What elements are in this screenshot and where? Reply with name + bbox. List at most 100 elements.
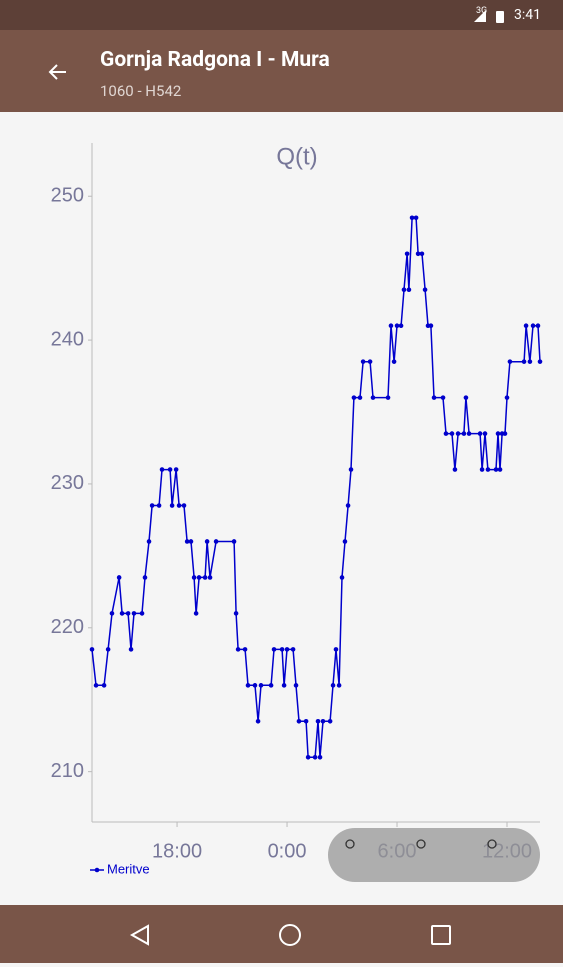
data-point [406, 287, 412, 293]
data-point [415, 251, 421, 257]
data-point [327, 719, 333, 724]
data-point [398, 323, 404, 328]
data-point [504, 395, 510, 400]
data-point [330, 683, 336, 688]
data-point [391, 359, 397, 364]
data-point [401, 287, 407, 293]
data-point [255, 719, 261, 724]
data-point [131, 611, 137, 616]
x-tick-label: 0:00 [268, 840, 307, 862]
nav-home[interactable] [279, 924, 301, 946]
y-tick-label: 230 [51, 472, 84, 494]
data-point [440, 395, 446, 400]
data-point [367, 359, 373, 364]
data-point [479, 467, 485, 472]
data-point [461, 431, 467, 436]
legend-dot [94, 867, 100, 873]
data-point [305, 754, 311, 760]
data-point [404, 251, 410, 257]
data-point [89, 647, 95, 652]
data-point [315, 719, 321, 724]
data-point [176, 503, 182, 508]
data-point [128, 647, 134, 652]
navigation-bar [0, 905, 563, 963]
data-point [339, 575, 345, 580]
data-point [142, 575, 148, 580]
data-point [303, 719, 309, 724]
chart-title: Q(t) [276, 143, 317, 170]
clock: 3:41 [514, 7, 541, 23]
data-point [449, 431, 455, 436]
data-point [188, 539, 194, 544]
data-point [101, 683, 107, 688]
legend-label: Meritve [107, 861, 150, 876]
data-point [204, 539, 210, 544]
data-point [428, 323, 434, 328]
data-point [271, 647, 277, 652]
data-point [245, 683, 251, 688]
data-line [91, 217, 541, 759]
data-point [312, 754, 318, 760]
data-point [357, 395, 363, 400]
network-label: 3G [476, 6, 488, 16]
data-point [497, 467, 503, 472]
data-point [495, 431, 501, 436]
nav-recents[interactable] [431, 925, 451, 945]
zoom-button[interactable] [345, 839, 355, 849]
data-point [342, 539, 348, 544]
data-point [149, 503, 155, 508]
data-point [258, 683, 264, 688]
data-point [284, 647, 290, 652]
data-point [333, 647, 339, 652]
data-point [317, 754, 323, 760]
data-point [370, 395, 376, 400]
data-point [348, 467, 354, 472]
back-button[interactable] [46, 60, 70, 84]
data-point [93, 683, 99, 688]
zoom-button[interactable] [416, 839, 426, 849]
data-point [409, 215, 415, 221]
data-point [502, 431, 508, 436]
data-point [443, 431, 449, 436]
data-point [493, 467, 499, 472]
data-point [527, 359, 533, 364]
data-point [233, 611, 239, 616]
data-point [116, 575, 122, 580]
app-title: Gornja Radgona I - Mura [100, 48, 330, 72]
zoom-controls[interactable] [328, 828, 540, 882]
data-point [231, 539, 237, 544]
data-point [521, 359, 527, 364]
data-point [167, 467, 173, 472]
data-point [419, 251, 425, 257]
data-point [173, 467, 179, 472]
data-point [169, 503, 175, 508]
data-point [360, 359, 366, 364]
nav-back[interactable] [129, 924, 149, 946]
data-point [279, 647, 285, 652]
data-point [109, 611, 115, 616]
data-point [191, 575, 197, 580]
data-point [252, 683, 258, 688]
data-point [351, 395, 357, 400]
zoom-pill [328, 828, 540, 882]
data-point [422, 287, 428, 293]
data-point [455, 431, 461, 436]
data-point [146, 539, 152, 544]
chart: Q(t) 21022023024025018:000:006:0012:00Me… [51, 143, 543, 882]
data-point [485, 467, 491, 472]
zoom-button[interactable] [487, 839, 497, 849]
data-point [125, 611, 131, 616]
data-point [463, 395, 469, 400]
data-point [431, 395, 437, 400]
data-point [530, 323, 536, 328]
data-point [196, 575, 202, 580]
data-point [507, 359, 513, 364]
data-point [242, 647, 248, 652]
data-point [452, 467, 458, 472]
data-point [336, 683, 342, 688]
app-subtitle: 1060 - H542 [100, 82, 182, 100]
x-tick-label: 18:00 [152, 840, 202, 862]
data-point [207, 575, 213, 580]
y-tick-label: 240 [51, 328, 84, 350]
data-point [213, 539, 219, 544]
